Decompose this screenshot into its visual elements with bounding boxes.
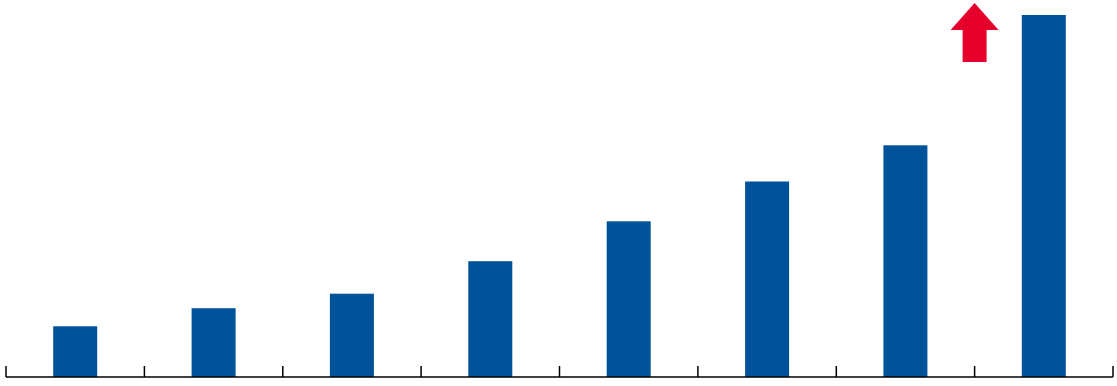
up-arrow-icon: [950, 3, 999, 62]
bar-5: [606, 221, 651, 377]
bar-7: [883, 145, 928, 377]
bars-group: [53, 15, 1066, 377]
bar-6: [745, 181, 790, 377]
bar-4: [468, 261, 513, 377]
bar-3: [329, 293, 374, 377]
bar-1: [53, 326, 98, 377]
bar-8: [1021, 15, 1066, 377]
annotations-group: [950, 3, 999, 62]
bar-2: [191, 308, 236, 377]
x-axis: [5, 366, 1114, 378]
